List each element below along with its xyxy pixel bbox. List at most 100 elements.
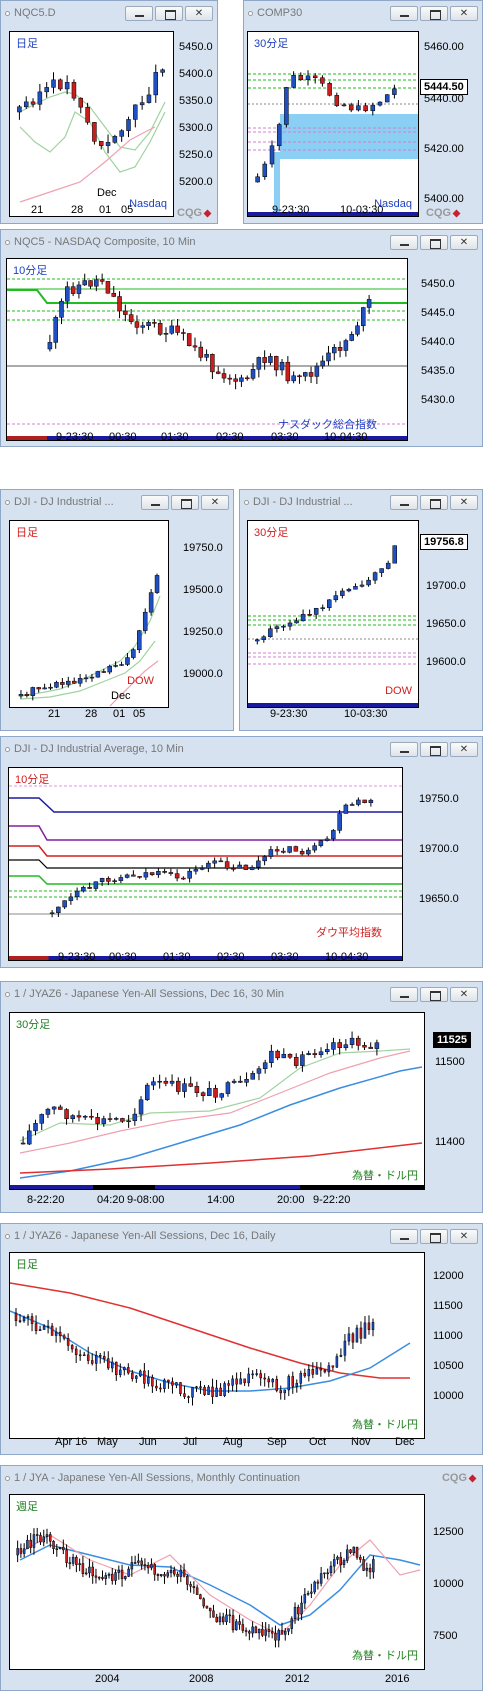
candle-body [335,1356,339,1368]
title-bar[interactable]: COMP30 [244,1,482,25]
candle-body [169,325,175,334]
candle-body [280,1630,284,1635]
window-jpy-daily[interactable]: 1 / JYAZ6 - Japanese Yen-All Sessions, D… [0,1223,483,1455]
chart-plot-area[interactable]: 日足 為替・ドル円 [9,1252,425,1439]
maximize-button[interactable] [420,741,448,757]
candle-body [327,599,332,608]
candle-body [291,1376,295,1387]
candle-body [356,1037,361,1046]
instrument-label: 為替・ドル円 [352,1419,418,1431]
close-button[interactable] [450,741,478,757]
candle-body [78,1354,82,1357]
candle-body [151,1081,156,1086]
maximize-button[interactable] [420,494,448,510]
candle-body [355,1546,359,1558]
close-button[interactable] [450,5,478,21]
maximize-button[interactable] [420,234,448,250]
window-dji-30min[interactable]: DJI - DJ Industrial ... 30分足 DOW 19700.0… [239,489,483,731]
candle-body [151,1376,154,1387]
chart-plot-area[interactable]: 日足 Nasdaq [9,31,174,217]
candle-body [143,872,149,878]
window-nasdaq-10min[interactable]: NQC5 - NASDAQ Composite, 10 Min 10分足 ナスダ… [0,229,483,447]
close-button[interactable] [450,494,478,510]
title-bar[interactable]: DJI - DJ Industrial ... [240,490,482,514]
candle-body [276,124,282,147]
chart-plot-area[interactable]: 10分足 ダウ平均指数 [8,767,403,961]
maximize-button[interactable] [420,5,448,21]
minimize-button[interactable] [390,234,418,250]
title-bar[interactable]: NQC5.D [1,1,217,25]
candle-body [271,1379,274,1383]
minimize-button[interactable] [390,1228,418,1244]
minimize-button[interactable] [141,494,169,510]
minimize-button[interactable] [125,5,153,21]
maximize-button[interactable] [171,494,199,510]
title-bar[interactable]: 1 / JYAZ6 - Japanese Yen-All Sessions, D… [1,982,482,1006]
candle-body [320,607,325,609]
candle-body [327,1365,331,1373]
candle-body [188,1083,193,1087]
candle-body [221,1616,225,1623]
candle-body [171,1381,174,1386]
candle-body [20,1142,26,1145]
title-bar[interactable]: 1 / JYA - Japanese Yen-All Sessions, Mon… [1,1466,482,1490]
candle-body [368,1046,373,1049]
candle-body [91,1566,94,1577]
minimize-button[interactable] [390,494,418,510]
candle-body [34,1323,38,1331]
candle-body [385,562,391,569]
chart-plot-area[interactable]: 30分足 DOW [247,520,419,708]
title-bar[interactable]: DJI - DJ Industrial Average, 10 Min [1,737,482,761]
close-button[interactable] [201,494,229,510]
window-comp30[interactable]: COMP30 30分足 Nasdaq 5460.005440.005420.00… [243,0,483,224]
candle-body [163,1080,169,1084]
close-button[interactable] [450,986,478,1002]
period-label: 30分足 [254,527,289,539]
candle-body [327,83,332,96]
candle-body [310,1591,313,1594]
candle-body [313,1581,316,1593]
y-axis: 5460.00 5440.00 5420.00 5400.00 [424,41,464,205]
window-dji-10min[interactable]: DJI - DJ Industrial Average, 10 Min 10分足… [0,736,483,968]
period-label: 日足 [16,1259,38,1271]
candle-body [179,1382,182,1394]
title-bar[interactable]: 1 / JYAZ6 - Japanese Yen-All Sessions, D… [1,1224,482,1248]
chart-plot-area[interactable]: 30分足 Nasdaq [247,31,419,217]
candle-body [90,1360,94,1364]
chart-plot-area[interactable]: 30分足 為替・ドル円 [9,1012,425,1190]
window-nqc5-daily[interactable]: NQC5.D 日足 Nasdaq 5450.05400.05350.05300.… [0,0,218,224]
window-jpy-30min[interactable]: 1 / JYAZ6 - Japanese Yen-All Sessions, D… [0,981,483,1213]
x-tick: 9-08:00 [127,1194,165,1206]
candle-body [233,378,238,382]
title-bar[interactable]: DJI - DJ Industrial ... [1,490,233,514]
window-jpy-monthly[interactable]: 1 / JYA - Japanese Yen-All Sessions, Mon… [0,1465,483,1691]
chart-plot-area[interactable]: 週足 為替・ドル円 [9,1494,425,1670]
x-tick: 9-23:30 [270,708,308,720]
chart-plot-area[interactable]: 日足 DOW [9,520,169,708]
candle-body [146,94,152,103]
close-button[interactable] [185,5,213,21]
minimize-button[interactable] [390,986,418,1002]
candle-body [30,1316,34,1324]
candle-body [42,1536,45,1543]
close-button[interactable] [450,234,478,250]
candle-body [187,870,192,879]
candle-body [186,333,192,347]
candle-body [53,317,58,343]
candle-body [117,296,122,312]
candle-body [363,105,368,112]
chart-plot-area[interactable]: 10分足 ナスダック総合指数 [6,258,408,441]
maximize-button[interactable] [420,986,448,1002]
candle-body [159,1387,162,1390]
window-title: DJI - DJ Industrial ... [14,496,114,508]
maximize-button[interactable] [420,1228,448,1244]
window-dji-daily[interactable]: DJI - DJ Industrial ... 日足 DOW Dec 19750… [0,489,234,731]
candle-body [58,1331,62,1337]
minimize-button[interactable] [390,741,418,757]
candle-body [123,310,128,315]
close-button[interactable] [450,1228,478,1244]
minimize-button[interactable] [390,5,418,21]
candle-body [64,1109,69,1119]
title-bar[interactable]: NQC5 - NASDAQ Composite, 10 Min [1,230,482,254]
maximize-button[interactable] [155,5,183,21]
